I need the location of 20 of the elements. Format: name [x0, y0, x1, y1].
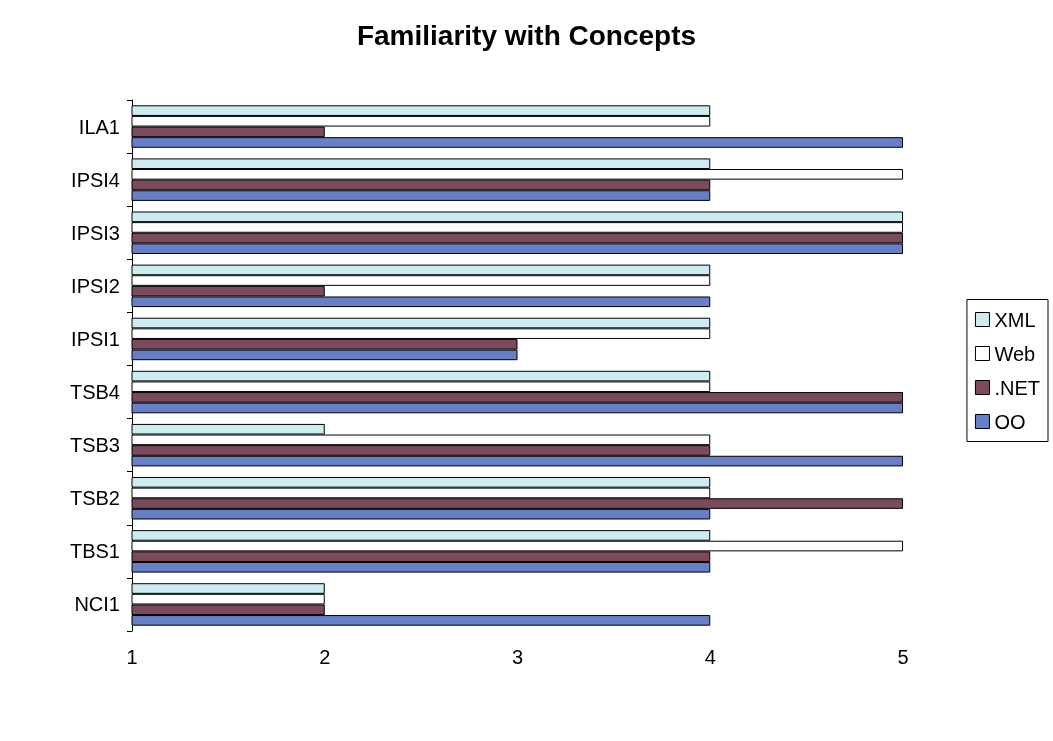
x-tick-label: 5 — [897, 646, 909, 668]
x-tick-label: 4 — [704, 646, 716, 668]
legend-label: XML — [994, 308, 1036, 331]
y-tick-label: TSB4 — [69, 381, 120, 404]
legend-label: .NET — [994, 376, 1041, 399]
x-tick-label: 2 — [319, 646, 331, 668]
y-tick-label: IPSI3 — [71, 221, 120, 244]
y-tick-label: TSB3 — [69, 434, 120, 457]
x-tick-label: 1 — [126, 646, 138, 668]
legend-label: Web — [994, 342, 1036, 365]
x-tick-label: 3 — [511, 646, 524, 668]
y-tick-label: TSB2 — [69, 487, 120, 510]
y-tick-label: IPSI4 — [71, 168, 120, 191]
legend-label: OO — [994, 410, 1026, 433]
y-tick-label: IPSI2 — [71, 274, 120, 297]
chart-title: Familiarity with Concepts — [356, 19, 697, 51]
y-tick-label: NCI1 — [74, 593, 120, 616]
y-tick-label: TBS1 — [69, 540, 120, 563]
y-tick-label: IPSI1 — [71, 327, 120, 350]
y-tick-label: ILA1 — [78, 115, 120, 138]
